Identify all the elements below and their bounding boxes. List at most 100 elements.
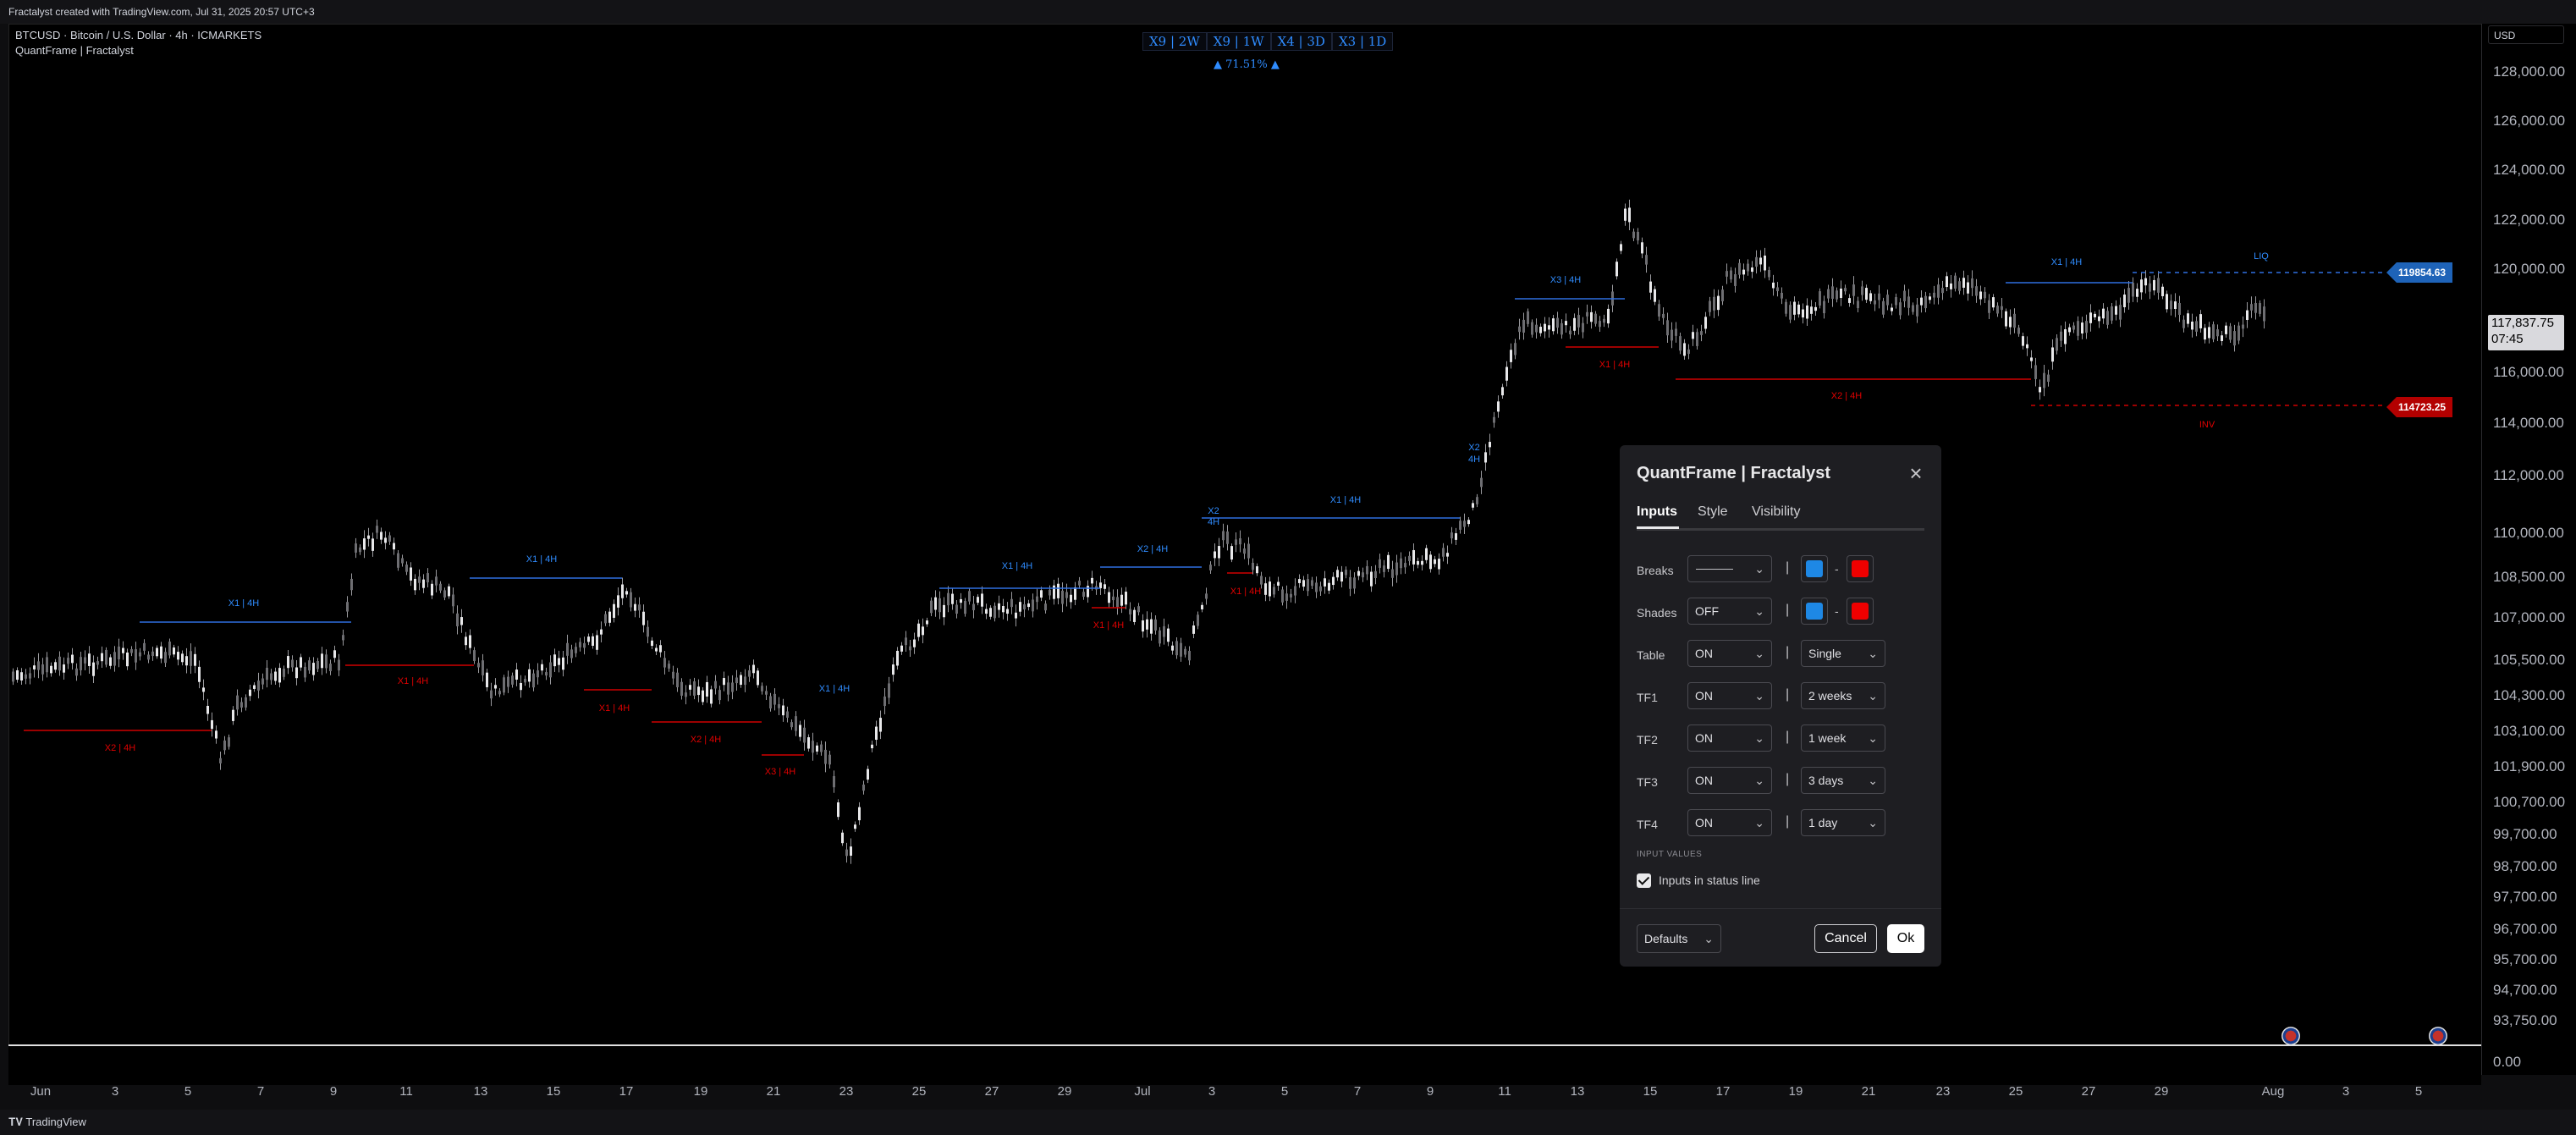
candle-body bbox=[668, 664, 670, 669]
chart-area[interactable] bbox=[8, 24, 2483, 1045]
defaults-dropdown[interactable]: Defaults ⌄ bbox=[1637, 924, 1721, 953]
table-mode-select[interactable]: Single ⌄ bbox=[1801, 640, 1885, 667]
structure-label: X2 | 4H bbox=[1831, 391, 1863, 401]
shades-select[interactable]: OFF ⌄ bbox=[1687, 598, 1772, 625]
breaks-bear-color[interactable] bbox=[1847, 555, 1874, 582]
candle-body bbox=[96, 661, 99, 665]
candle-body bbox=[964, 600, 966, 614]
breaks-bull-color[interactable] bbox=[1801, 555, 1828, 582]
candle-body bbox=[1340, 571, 1343, 582]
candle-body bbox=[101, 653, 103, 662]
candle-body bbox=[1133, 609, 1136, 622]
close-icon[interactable]: × bbox=[1909, 460, 1923, 486]
candle-body bbox=[1700, 331, 1703, 335]
candle-body bbox=[786, 711, 789, 718]
candle-body bbox=[1599, 321, 1601, 328]
candle-body bbox=[1544, 323, 1546, 332]
tab-style[interactable]: Style bbox=[1698, 504, 1728, 519]
time-tick-label: 17 bbox=[1715, 1084, 1731, 1099]
candle-body bbox=[934, 597, 937, 610]
tf3-period-select[interactable]: 3 days ⌄ bbox=[1801, 767, 1885, 794]
candle-body bbox=[130, 648, 133, 653]
color-swatch bbox=[1852, 560, 1869, 577]
candle-body bbox=[583, 642, 586, 648]
shades-bull-color[interactable] bbox=[1801, 598, 1828, 625]
candle-body bbox=[2001, 306, 2003, 311]
tab-inputs[interactable]: Inputs bbox=[1637, 504, 1677, 519]
dash: - bbox=[1835, 604, 1839, 618]
separator: | bbox=[1786, 645, 1790, 659]
candle-body bbox=[1472, 503, 1474, 508]
candle-body bbox=[1167, 628, 1170, 642]
candle-body bbox=[105, 649, 107, 665]
candle-body bbox=[431, 583, 433, 596]
candle-body bbox=[1180, 642, 1182, 657]
table-toggle-select[interactable]: ON ⌄ bbox=[1687, 640, 1772, 667]
event-flag-icon[interactable] bbox=[2282, 1027, 2300, 1045]
candle-body bbox=[1137, 606, 1140, 613]
candle-body bbox=[1070, 594, 1072, 603]
candle-body bbox=[363, 538, 366, 550]
breaks-line-style-select[interactable]: ⌄ bbox=[1687, 555, 1772, 582]
candle-body bbox=[1958, 281, 1961, 291]
ok-button[interactable]: Ok bbox=[1887, 924, 1924, 953]
time-tick-label: 17 bbox=[619, 1084, 634, 1099]
tf-percentage: ▲ 71.51% ▲ bbox=[1214, 58, 1280, 71]
candle-body bbox=[892, 664, 894, 675]
time-axis[interactable] bbox=[8, 1044, 2481, 1085]
tf2-period-select[interactable]: 1 week ⌄ bbox=[1801, 725, 1885, 752]
candle-body bbox=[1560, 322, 1563, 335]
candle-body bbox=[1819, 291, 1821, 306]
tab-visibility[interactable]: Visibility bbox=[1752, 504, 1801, 519]
candle-body bbox=[63, 664, 65, 673]
candle-body bbox=[617, 595, 619, 608]
currency-selector[interactable]: USD bbox=[2488, 25, 2564, 44]
candle-body bbox=[452, 594, 454, 607]
candle-body bbox=[871, 744, 873, 749]
tf2-toggle-value: ON bbox=[1695, 731, 1713, 745]
tf1-period-select[interactable]: 2 weeks ⌄ bbox=[1801, 682, 1885, 709]
candle-body bbox=[1645, 255, 1648, 265]
candle-body bbox=[1404, 563, 1406, 568]
status-line-checkbox[interactable] bbox=[1637, 873, 1651, 888]
candle-body bbox=[2115, 306, 2117, 315]
candle-body bbox=[1641, 242, 1643, 254]
candle-body bbox=[206, 706, 209, 714]
candle-body bbox=[355, 543, 357, 553]
candle-body bbox=[1539, 327, 1542, 333]
time-tick-label: Jun bbox=[30, 1084, 52, 1099]
tf-cell: X9 | 1W bbox=[1206, 32, 1271, 51]
candle-body bbox=[816, 745, 818, 752]
separator: | bbox=[1786, 687, 1790, 702]
candle-body bbox=[1628, 207, 1631, 223]
price-axis[interactable] bbox=[2481, 24, 2576, 1075]
candle-body bbox=[1099, 582, 1102, 588]
candle-body bbox=[799, 725, 801, 737]
row-label-breaks: Breaks bbox=[1637, 564, 1674, 577]
candle-body bbox=[879, 718, 882, 732]
shades-bear-color[interactable] bbox=[1847, 598, 1874, 625]
candle-body bbox=[1214, 551, 1216, 559]
chevron-down-icon: ⌄ bbox=[1868, 816, 1878, 829]
tf3-toggle-select[interactable]: ON ⌄ bbox=[1687, 767, 1772, 794]
tf4-period-select[interactable]: 1 day ⌄ bbox=[1801, 809, 1885, 836]
candle-body bbox=[151, 651, 154, 657]
candle-body bbox=[477, 663, 480, 668]
tf1-toggle-select[interactable]: ON ⌄ bbox=[1687, 682, 1772, 709]
candle-body bbox=[287, 656, 289, 669]
cancel-button[interactable]: Cancel bbox=[1814, 924, 1877, 953]
candle-body bbox=[528, 669, 531, 682]
event-flag-icon[interactable] bbox=[2429, 1027, 2447, 1045]
separator: | bbox=[1786, 560, 1790, 575]
candle-body bbox=[1514, 343, 1516, 355]
candle-body bbox=[680, 681, 683, 696]
status-line-checkbox-label[interactable]: Inputs in status line bbox=[1659, 873, 1760, 887]
indicator-label[interactable]: QuantFrame | Fractalyst bbox=[15, 44, 134, 57]
candle-body bbox=[2161, 286, 2164, 296]
candle-body bbox=[1366, 565, 1368, 575]
candle-body bbox=[1247, 543, 1250, 559]
tf2-toggle-select[interactable]: ON ⌄ bbox=[1687, 725, 1772, 752]
candle-body bbox=[2081, 322, 2083, 333]
tf4-toggle-select[interactable]: ON ⌄ bbox=[1687, 809, 1772, 836]
structure-label: X1 | 4H bbox=[1330, 495, 1362, 505]
